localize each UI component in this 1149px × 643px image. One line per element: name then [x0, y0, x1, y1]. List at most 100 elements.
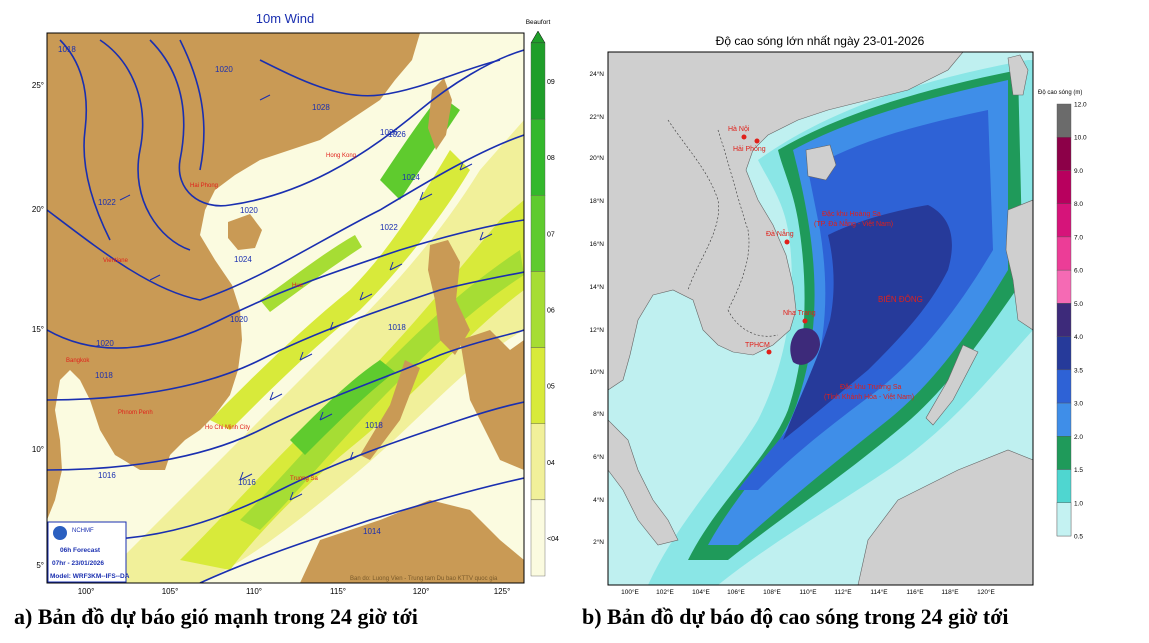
colorbar-label: 9.0 [1074, 168, 1083, 175]
lon-label: 118°E [941, 588, 959, 596]
wind-map-title: 10m Wind [256, 11, 315, 26]
malay-peninsula [608, 419, 679, 546]
place-label: Ho Chi Minh City [205, 425, 250, 431]
colorbar-label: 12.0 [1074, 102, 1087, 109]
wind-map-svg: 10m Wind [32, 11, 559, 596]
isobar-label: 1018 [95, 371, 113, 380]
isobar-label: 1020 [240, 206, 258, 215]
colorbar-label: 1.0 [1074, 500, 1083, 507]
colorbar-labels: 09 08 07 06 05 04 <04 [547, 79, 559, 543]
colorbar-label: 2.0 [1074, 434, 1083, 441]
badge-org: NCHMF [72, 528, 94, 534]
isobar-label: 1026 [380, 128, 398, 137]
isobar-label: 1020 [96, 339, 114, 348]
wind-band-5b [210, 150, 470, 430]
isobar-line [89, 401, 524, 541]
lat-label: 22°N [589, 113, 604, 121]
lat-label: 20° [32, 205, 44, 214]
wind-band-6b [260, 235, 362, 312]
wave-zone-4 [790, 328, 820, 365]
wind-barb [289, 491, 303, 501]
lat-label: 2°N [593, 538, 604, 546]
colorbar-label: 05 [547, 384, 555, 391]
lon-label: 115° [330, 587, 346, 596]
place-label: (TP. Đà Nẵng - Việt Nam) [814, 219, 893, 228]
wind-barb [479, 231, 493, 241]
wave-map-area: Hà Nội Hải Phòng Đặc khu Hoàng Sa (TP. Đ… [608, 52, 1033, 585]
lat-label: 6°N [593, 453, 604, 461]
isobar-label: 1020 [215, 65, 233, 74]
lon-label: 110° [246, 587, 262, 596]
wave-lat-labels: 24°N 22°N 20°N 18°N 16°N 14°N 12°N 10°N … [589, 70, 604, 546]
lon-label: 108°E [763, 588, 781, 596]
wind-barb [259, 94, 271, 101]
colorbar-label: 4.0 [1074, 334, 1083, 341]
wind-map-places: Hong Kong Vientiane Hue Bangkok Ho Chi M… [66, 153, 356, 482]
isobar-line [99, 39, 191, 251]
badge-time: 07hr - 23/01/2026 [52, 560, 104, 567]
lon-label: 105° [162, 587, 179, 596]
colorbar-swatch [530, 271, 546, 348]
danang-marker [784, 239, 790, 245]
hanoi-marker [741, 134, 747, 140]
isobar-line [47, 134, 524, 301]
wind-barb [299, 351, 313, 361]
colorbar-swatch [1056, 469, 1072, 503]
place-label: Hai Phong [190, 183, 218, 189]
isobar-line [47, 329, 524, 471]
wind-barb [459, 161, 473, 171]
colorbar-swatch [530, 42, 546, 120]
wind-lon-labels: 100° 105° 110° 115° 120° 125° [78, 587, 511, 596]
colorbar-label: 7.0 [1074, 234, 1083, 241]
forecast-badge: NCHMF 06h Forecast 07hr - 23/01/2026 Mod… [47, 521, 130, 583]
lon-label: 114°E [870, 588, 888, 596]
isobar-label: 1022 [380, 223, 398, 232]
lat-label: 16°N [589, 240, 604, 248]
wind-barb [239, 471, 253, 481]
indochina-land [608, 52, 964, 391]
colorbar-label: 3.0 [1074, 401, 1083, 408]
wind-map-panel: 10m Wind [0, 0, 560, 600]
place-label: Hue [292, 283, 304, 289]
colorbar-label: <04 [547, 536, 559, 543]
caption-wave-map: b) Bản đồ dự báo độ cao sóng trong 24 gi… [582, 604, 1009, 629]
isobar-line [59, 39, 111, 241]
place-label: Truong Sa [290, 476, 318, 482]
wind-barb [389, 261, 403, 271]
visayas-mindanao [460, 330, 524, 470]
colorbar-swatch [1056, 236, 1072, 271]
wave-map-frame [607, 51, 1034, 586]
taiwan-island [428, 78, 452, 150]
place-label: Phnom Penh [118, 410, 153, 416]
nhatrang-marker [802, 318, 808, 324]
place-label: Hải Phòng [733, 146, 766, 153]
colorbar-label: 8.0 [1074, 201, 1083, 208]
lat-label: 5° [36, 561, 44, 570]
colorbar-arrow-icon [530, 30, 546, 44]
borneo-land [857, 449, 1033, 585]
lon-label: 120° [413, 587, 430, 596]
map-credit: Ban do: Luong Vien - Trung tam Du bao KT… [350, 576, 498, 582]
lat-label: 14°N [589, 283, 604, 291]
lon-label: 106°E [727, 588, 745, 596]
colorbar-swatch [1056, 203, 1072, 238]
wind-barb [349, 451, 363, 461]
isobar-label: 1016 [238, 478, 256, 487]
lat-label: 25° [32, 81, 44, 90]
wave-lon-labels: 100°E 102°E 104°E 106°E 108°E 110°E 112°… [621, 588, 995, 596]
colorbar-label: 1.5 [1074, 467, 1083, 474]
isobar-label: 1016 [98, 471, 116, 480]
lon-label: 110°E [799, 588, 817, 596]
isobars [47, 39, 524, 583]
wind-barb [329, 321, 343, 331]
lon-label: 125° [494, 587, 511, 596]
isobar-line [199, 477, 524, 583]
colorbar-title: Độ cao sóng (m) [1038, 90, 1082, 96]
place-label: Đặc khu Hoàng Sa [822, 211, 881, 218]
colorbar-swatch [530, 423, 546, 501]
luzon-island [428, 240, 470, 355]
mainland-asia [47, 33, 420, 520]
wind-barb [419, 191, 433, 201]
colorbar-swatch [530, 347, 546, 424]
place-label: Bangkok [66, 358, 90, 364]
